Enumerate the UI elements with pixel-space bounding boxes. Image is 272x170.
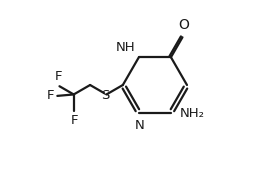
Text: NH₂: NH₂ bbox=[180, 107, 205, 120]
Text: O: O bbox=[178, 18, 189, 32]
Text: NH: NH bbox=[116, 41, 135, 54]
Text: S: S bbox=[101, 89, 110, 102]
Text: F: F bbox=[47, 89, 54, 102]
Text: F: F bbox=[71, 114, 78, 127]
Text: N: N bbox=[135, 118, 145, 132]
Text: F: F bbox=[54, 70, 62, 83]
